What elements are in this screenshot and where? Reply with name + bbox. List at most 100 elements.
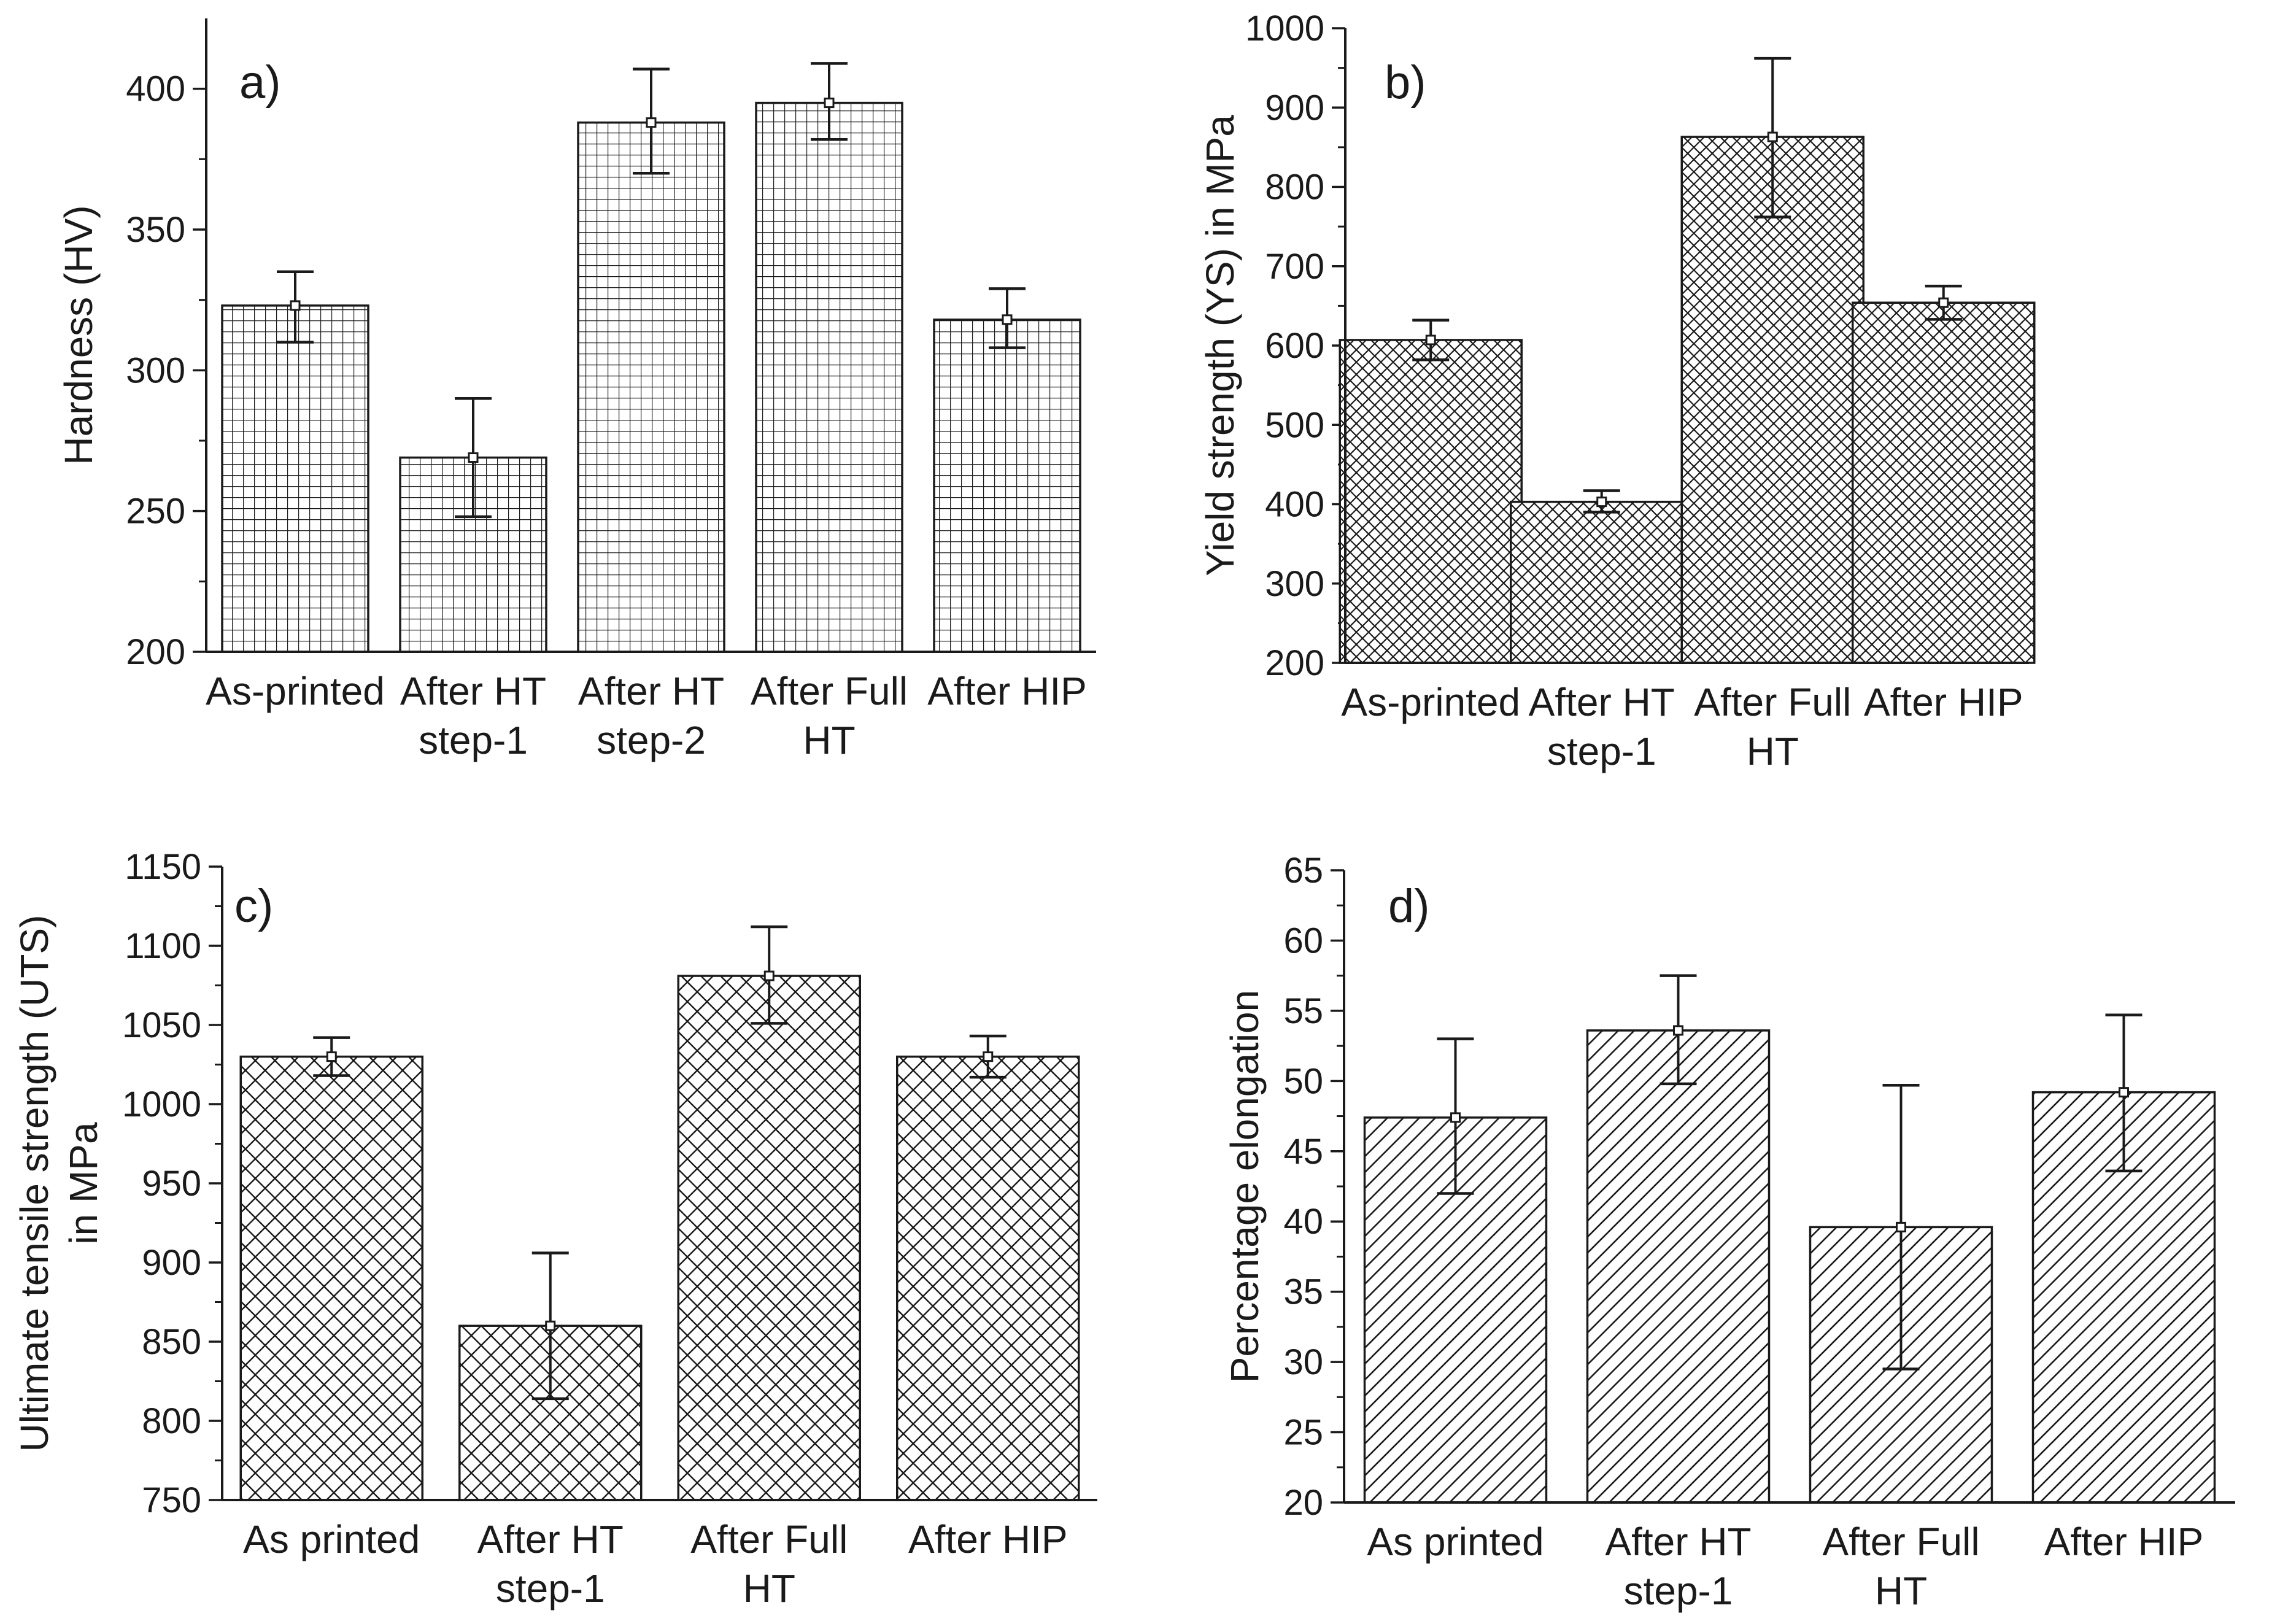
mean-marker-d-0	[1450, 1112, 1461, 1123]
x-category-label: After HIP	[908, 1517, 1068, 1561]
panel-label: d)	[1388, 880, 1430, 932]
x-category-label: After HT	[477, 1517, 624, 1561]
x-category-label: After Full	[690, 1517, 848, 1561]
mean-marker-a-3	[824, 98, 835, 109]
y-tick-label: 30	[1283, 1342, 1323, 1382]
bar-a-0	[221, 304, 369, 653]
y-tick-label: 600	[1265, 326, 1324, 366]
mean-marker-d-2	[1896, 1221, 1906, 1232]
x-category-label: As-printed	[1341, 680, 1520, 724]
bar-c-0	[239, 1055, 423, 1501]
mean-marker-c-0	[326, 1051, 337, 1062]
mean-marker-b-0	[1425, 334, 1436, 346]
y-axis-title: in MPa	[61, 1122, 106, 1245]
bar-b-3	[1852, 301, 2036, 664]
mean-marker-b-2	[1767, 131, 1778, 142]
x-category-label: After Full	[751, 669, 908, 713]
x-category-label: HT	[1875, 1569, 1927, 1613]
x-category-label: As printed	[1367, 1520, 1544, 1564]
panel-label: b)	[1385, 56, 1426, 109]
mean-marker-b-1	[1596, 497, 1607, 508]
x-category-label: step-1	[496, 1566, 605, 1610]
x-category-label: As printed	[243, 1517, 420, 1561]
y-tick-label: 200	[1265, 643, 1324, 683]
mean-marker-a-2	[646, 117, 657, 128]
y-tick-label: 800	[1265, 168, 1324, 207]
y-tick-label: 35	[1283, 1272, 1323, 1312]
x-category-label: step-1	[419, 718, 528, 762]
y-tick-label: 40	[1283, 1202, 1323, 1242]
y-tick-label: 800	[142, 1401, 201, 1441]
y-tick-label: 60	[1283, 921, 1323, 961]
y-tick-label: 350	[126, 210, 185, 250]
y-tick-label: 400	[1265, 485, 1324, 525]
panel-label: a)	[239, 56, 281, 109]
x-category-label: After HT	[578, 669, 724, 713]
mean-marker-d-1	[1673, 1025, 1683, 1036]
x-category-label: step-1	[1547, 729, 1656, 773]
y-tick-label: 250	[126, 492, 185, 532]
x-category-label: step-2	[597, 718, 706, 762]
y-tick-label: 400	[126, 69, 185, 109]
y-tick-label: 1000	[1245, 9, 1324, 48]
bar-b-2	[1680, 136, 1864, 664]
x-category-label: After HT	[1605, 1520, 1751, 1564]
x-category-label: After HIP	[1864, 680, 2023, 724]
panel-label: c)	[234, 880, 273, 932]
mean-marker-a-0	[290, 300, 301, 311]
y-tick-label: 50	[1283, 1061, 1323, 1101]
panel-a-hardness-chart: 200 250 300 350 400 As-printed After HT step-1 A…	[56, 18, 1096, 762]
x-category-label: As-printed	[206, 669, 385, 713]
x-category-label: HT	[743, 1566, 795, 1610]
x-category-label: After HT	[1529, 680, 1675, 724]
bar-b-0	[1339, 339, 1523, 664]
mean-marker-a-1	[468, 452, 479, 463]
bar-d-1	[1586, 1029, 1771, 1504]
bar-b-1	[1510, 500, 1694, 664]
y-tick-label: 45	[1283, 1132, 1323, 1172]
x-category-label: After HIP	[927, 669, 1087, 713]
x-category-label: HT	[1747, 729, 1799, 773]
bar-a-4	[933, 319, 1081, 653]
y-axis-title: Hardness (HV)	[56, 205, 101, 465]
x-category-label: After Full	[1822, 1520, 1979, 1564]
y-tick-label: 900	[142, 1243, 201, 1283]
bar-a-3	[755, 101, 903, 653]
bar-a-2	[577, 121, 725, 653]
y-tick-label: 950	[142, 1164, 201, 1204]
y-tick-label: 1000	[122, 1085, 201, 1124]
y-tick-label: 65	[1283, 851, 1323, 891]
y-tick-label: 500	[1265, 405, 1324, 445]
x-category-label: HT	[803, 718, 855, 762]
mean-marker-d-3	[2119, 1087, 2129, 1098]
y-tick-label: 20	[1283, 1483, 1323, 1523]
y-tick-label: 25	[1283, 1413, 1323, 1453]
panel-c-uts-chart: 750 800 850 900 950 1000 1050 1100 1150 As printe…	[12, 847, 1097, 1610]
mean-marker-c-1	[545, 1320, 556, 1331]
y-axis-title: Yield strength (YS) in MPa	[1198, 115, 1242, 576]
bar-c-3	[896, 1055, 1080, 1501]
bar-c-2	[677, 975, 861, 1501]
y-axis-title: Ultimate tensile strength (UTS)	[12, 915, 56, 1452]
y-tick-label: 750	[142, 1480, 201, 1520]
panel-d-elongation-chart: 20 25 30 35 40 45 50 55 60 65 As printed After HT st…	[1223, 851, 2235, 1613]
y-tick-label: 200	[126, 632, 185, 672]
y-tick-label: 900	[1265, 88, 1324, 128]
y-tick-label: 300	[1265, 564, 1324, 604]
mean-marker-b-3	[1938, 297, 1949, 308]
y-tick-label: 850	[142, 1322, 201, 1362]
x-category-label: After HIP	[2044, 1520, 2204, 1564]
y-tick-label: 1050	[122, 1005, 201, 1045]
y-axis-title: Percentage elongation	[1223, 990, 1267, 1383]
x-category-label: After Full	[1694, 680, 1851, 724]
y-tick-label: 1100	[125, 926, 201, 966]
y-tick-label: 700	[1265, 247, 1324, 287]
x-category-label: After HT	[400, 669, 546, 713]
x-category-label: step-1	[1624, 1569, 1733, 1613]
y-tick-label: 300	[126, 350, 185, 390]
y-tick-label: 1150	[125, 847, 201, 887]
mean-marker-c-3	[983, 1051, 994, 1062]
mean-marker-a-4	[1002, 314, 1013, 325]
mean-marker-c-2	[763, 970, 775, 981]
